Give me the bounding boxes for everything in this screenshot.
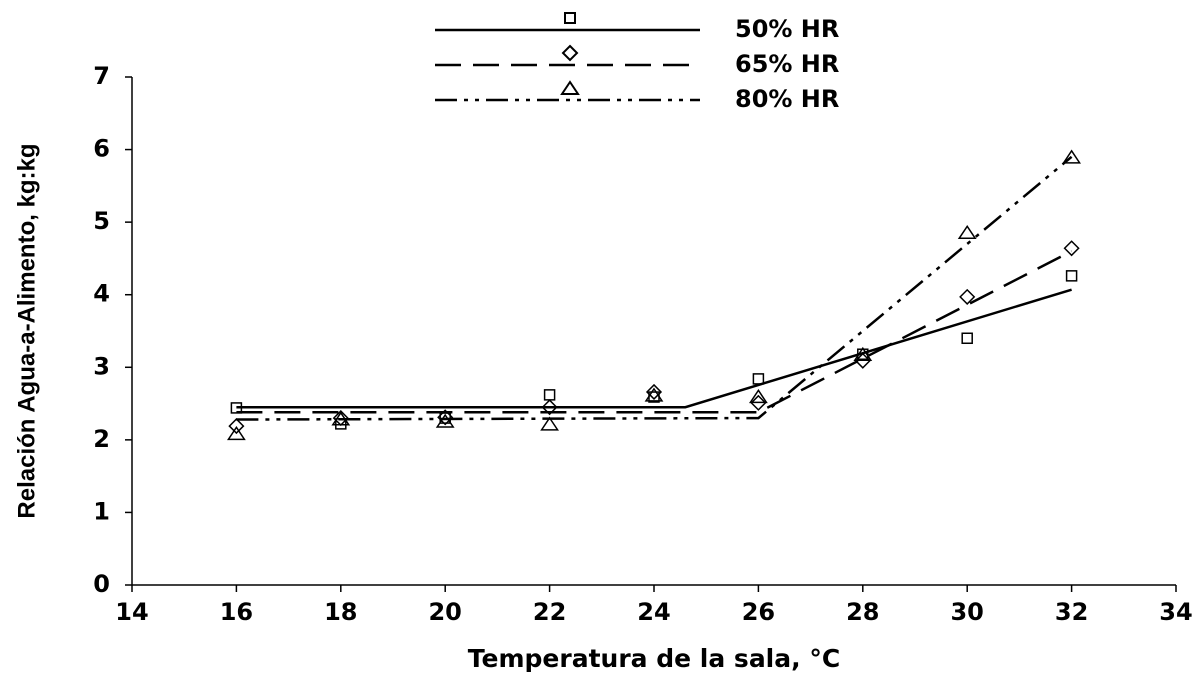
fit-line bbox=[236, 288, 1072, 409]
x-tick-label: 32 bbox=[1055, 598, 1088, 626]
y-tick-label: 1 bbox=[93, 497, 110, 525]
y-tick-label: 7 bbox=[93, 62, 110, 90]
marker bbox=[750, 394, 767, 411]
y-tick-label: 6 bbox=[93, 135, 110, 163]
marker bbox=[1063, 240, 1080, 257]
marker bbox=[645, 383, 663, 401]
marker bbox=[561, 44, 579, 62]
fit-line bbox=[236, 250, 1073, 414]
y-tick-label: 0 bbox=[93, 570, 110, 598]
marker bbox=[752, 373, 765, 385]
marker bbox=[437, 409, 454, 426]
marker bbox=[961, 332, 973, 345]
marker bbox=[435, 413, 455, 428]
x-tick-label: 34 bbox=[1159, 598, 1192, 626]
y-axis-label: Relación Agua-a-Alimento, kg:kg bbox=[13, 143, 40, 518]
x-tick-label: 26 bbox=[742, 598, 775, 626]
marker bbox=[1065, 270, 1078, 282]
marker bbox=[644, 387, 664, 402]
x-tick-label: 20 bbox=[428, 598, 461, 626]
x-axis-label: Temperatura de la sala, °C bbox=[468, 644, 840, 673]
x-tick-label: 30 bbox=[950, 598, 983, 626]
y-tick-label: 4 bbox=[93, 280, 110, 308]
y-tick-label: 5 bbox=[93, 207, 110, 235]
marker bbox=[959, 288, 976, 305]
marker bbox=[853, 346, 873, 361]
y-tick-label: 2 bbox=[93, 425, 110, 453]
x-tick-label: 28 bbox=[846, 598, 879, 626]
x-tick-label: 24 bbox=[637, 598, 670, 626]
legend-label: 50% HR bbox=[735, 15, 839, 43]
x-tick-label: 22 bbox=[533, 598, 566, 626]
legend-label: 65% HR bbox=[735, 50, 839, 78]
marker bbox=[854, 352, 871, 369]
legend-label: 80% HR bbox=[735, 85, 839, 113]
marker bbox=[331, 411, 351, 426]
marker bbox=[540, 416, 560, 431]
marker bbox=[957, 224, 977, 240]
marker bbox=[748, 388, 768, 404]
x-tick-label: 14 bbox=[115, 598, 148, 626]
marker bbox=[1062, 149, 1082, 164]
fit-line bbox=[236, 155, 1073, 421]
marker bbox=[541, 399, 558, 416]
marker bbox=[226, 425, 246, 441]
marker bbox=[228, 418, 245, 435]
marker bbox=[543, 389, 556, 401]
marker bbox=[564, 12, 576, 24]
x-tick-label: 16 bbox=[220, 598, 253, 626]
marker bbox=[560, 80, 580, 95]
y-tick-label: 3 bbox=[93, 352, 110, 380]
x-tick-label: 18 bbox=[324, 598, 357, 626]
